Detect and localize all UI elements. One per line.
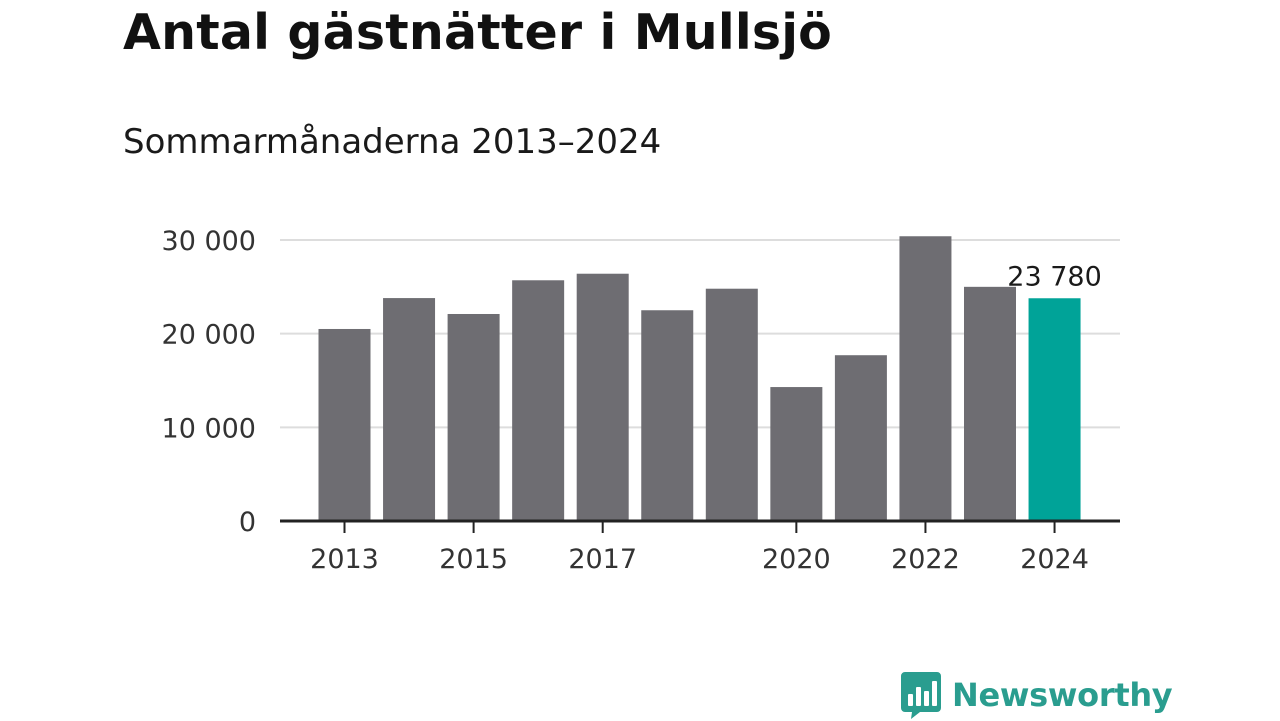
x-tick-label: 2017 bbox=[568, 544, 637, 575]
y-tick-label: 20 000 bbox=[162, 320, 256, 351]
x-tick-label: 2015 bbox=[439, 544, 508, 575]
bar-2016 bbox=[512, 280, 565, 521]
data-label: 23 780 bbox=[1007, 261, 1101, 292]
x-tick-label: 2024 bbox=[1020, 544, 1089, 575]
bar-2013 bbox=[318, 328, 371, 521]
y-tick-label: 10 000 bbox=[162, 413, 256, 444]
data-labels: 23 780 bbox=[1007, 261, 1101, 292]
bar-2018 bbox=[641, 310, 694, 521]
bar-2015 bbox=[447, 313, 500, 521]
x-axis: 2013 2015 2017 2020 2022 2024 bbox=[280, 519, 1120, 575]
y-tick-label: 0 bbox=[239, 507, 256, 538]
y-axis-ticks: 0 10 000 20 000 30 000 bbox=[162, 226, 256, 538]
bar-chart-speech-bubble-icon bbox=[901, 672, 941, 719]
bar-2021 bbox=[834, 355, 887, 521]
y-tick-label: 30 000 bbox=[162, 226, 256, 257]
bar-2017 bbox=[576, 273, 629, 521]
chart-title: Antal gästnätter i Mullsjö bbox=[123, 4, 833, 61]
bar-2023 bbox=[964, 286, 1016, 521]
x-tick-label: 2013 bbox=[310, 544, 379, 575]
newsworthy-logo: Newsworthy bbox=[900, 669, 1173, 721]
logo-text: Newsworthy bbox=[952, 676, 1173, 714]
chart-subtitle: Sommarmånaderna 2013–2024 bbox=[123, 122, 662, 162]
bar-2019 bbox=[705, 288, 758, 521]
x-tick-label: 2022 bbox=[891, 544, 960, 575]
bar-2022 bbox=[899, 236, 952, 521]
bars bbox=[318, 236, 1081, 521]
bar-2020 bbox=[770, 387, 823, 521]
bar-2014 bbox=[383, 298, 436, 521]
x-tick-label: 2020 bbox=[762, 544, 831, 575]
bar-2024 bbox=[1028, 298, 1081, 521]
